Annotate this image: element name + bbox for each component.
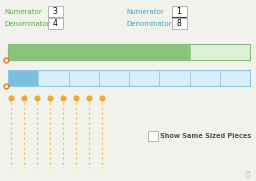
- Bar: [8, 44, 69, 60]
- FancyBboxPatch shape: [48, 18, 62, 28]
- Bar: [8, 70, 38, 86]
- Bar: [69, 70, 99, 86]
- Bar: [8, 44, 250, 60]
- Bar: [8, 70, 250, 86]
- Bar: [189, 44, 250, 60]
- Text: 4: 4: [52, 18, 57, 28]
- Text: Denominator: Denominator: [4, 21, 50, 27]
- Bar: [220, 70, 250, 86]
- Bar: [159, 70, 189, 86]
- Text: 3: 3: [52, 7, 57, 16]
- FancyBboxPatch shape: [172, 5, 187, 16]
- Text: 1: 1: [177, 7, 181, 16]
- Bar: [69, 44, 129, 60]
- Bar: [189, 70, 220, 86]
- Bar: [129, 70, 159, 86]
- Text: Numerator: Numerator: [126, 9, 164, 15]
- FancyBboxPatch shape: [48, 5, 62, 16]
- FancyBboxPatch shape: [172, 18, 187, 28]
- Text: Numerator: Numerator: [4, 9, 42, 15]
- FancyBboxPatch shape: [147, 131, 157, 140]
- Text: Show Same Sized Pieces: Show Same Sized Pieces: [160, 132, 251, 138]
- Text: Denominator: Denominator: [126, 21, 172, 27]
- Text: 8: 8: [177, 18, 181, 28]
- Bar: [129, 44, 189, 60]
- Text: ⤢: ⤢: [246, 171, 250, 177]
- Bar: [99, 70, 129, 86]
- Bar: [38, 70, 69, 86]
